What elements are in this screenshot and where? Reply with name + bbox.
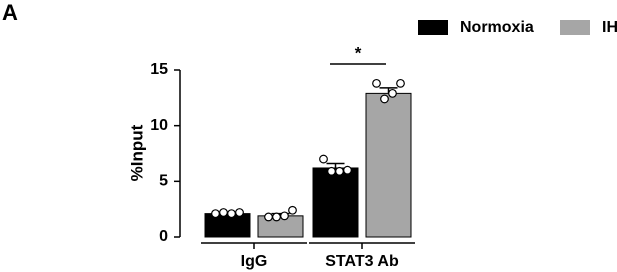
data-point: [235, 208, 244, 217]
y-tick-label: 0: [159, 228, 168, 245]
bar: [204, 213, 251, 238]
data-point: [211, 209, 220, 219]
y-tick-label: 15: [150, 61, 168, 78]
x-tick-label: IgG: [241, 253, 268, 270]
data-point: [288, 205, 297, 215]
data-point: [319, 154, 328, 164]
error-bar: [326, 162, 345, 168]
data-point: [396, 78, 405, 88]
legend-label: Normoxia: [460, 19, 534, 36]
data-point: [219, 208, 228, 217]
data-point: [372, 78, 381, 88]
legend-label: IH: [602, 19, 617, 36]
data-point: [388, 88, 397, 98]
legend-swatch: [418, 20, 448, 35]
panel-label: A: [2, 0, 18, 25]
data-point: [280, 211, 289, 221]
x-tick-label: STAT3 Ab: [325, 253, 399, 270]
bar: [312, 167, 359, 238]
data-point: [227, 209, 236, 219]
y-tick-label: 10: [150, 117, 168, 134]
legend-swatch: [560, 20, 590, 35]
significance-label: *: [355, 43, 362, 62]
y-tick-label: 5: [159, 173, 168, 190]
data-point: [272, 212, 281, 222]
data-point: [335, 166, 344, 176]
data-point: [327, 166, 336, 176]
data-point: [380, 94, 389, 104]
data-point: [264, 212, 273, 222]
bar: [365, 92, 412, 238]
y-axis-label: %Input: [127, 124, 146, 181]
data-point: [343, 165, 352, 175]
